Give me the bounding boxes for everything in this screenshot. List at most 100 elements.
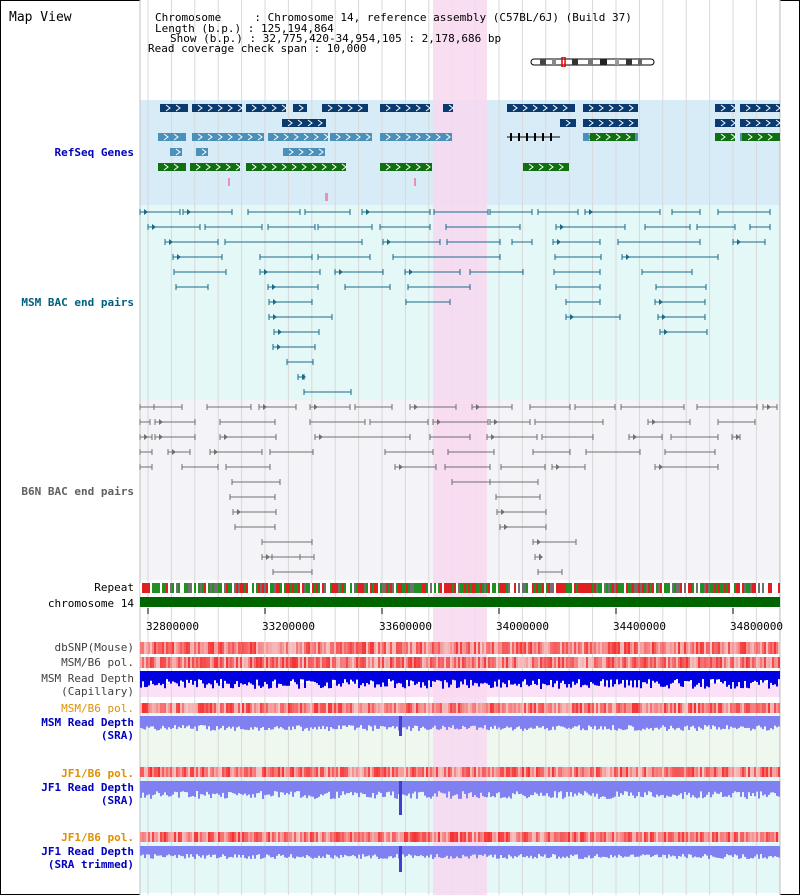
track-label-msm-b6-pol[interactable]: MSM/B6 pol. bbox=[61, 656, 134, 669]
depth-bar bbox=[710, 716, 712, 730]
heat-cell bbox=[238, 703, 240, 713]
depth-bar bbox=[770, 716, 772, 729]
depth-bar bbox=[650, 781, 652, 793]
heat-cell bbox=[590, 703, 592, 713]
heat-cell bbox=[598, 657, 600, 668]
heat-cell bbox=[744, 703, 746, 713]
heat-cell bbox=[570, 703, 572, 713]
depth-bar bbox=[298, 781, 300, 792]
depth-bar bbox=[376, 671, 378, 685]
depth-bar bbox=[578, 671, 580, 680]
depth-bar bbox=[304, 846, 306, 858]
depth-bar bbox=[416, 846, 418, 857]
depth-bar bbox=[610, 716, 612, 731]
heat-cell bbox=[462, 767, 464, 777]
depth-bar bbox=[430, 671, 432, 687]
track-label-msm-depth-capillary[interactable]: MSM Read Depth (Capillary) bbox=[0, 672, 134, 698]
depth-bar bbox=[736, 716, 738, 730]
heat-cell bbox=[684, 657, 686, 668]
depth-bar bbox=[360, 671, 362, 686]
depth-bar bbox=[568, 781, 570, 797]
heat-cell bbox=[502, 832, 504, 842]
heat-cell bbox=[600, 767, 602, 777]
heat-cell bbox=[282, 832, 284, 842]
heat-cell bbox=[200, 642, 202, 654]
repeat-mark bbox=[668, 583, 670, 593]
gene-feature bbox=[192, 104, 242, 112]
heat-cell bbox=[588, 642, 590, 654]
track-label-jf1-b6-pol[interactable]: JF1/B6 pol. bbox=[61, 767, 134, 780]
heat-cell bbox=[360, 767, 362, 777]
repeat-mark bbox=[250, 583, 252, 593]
chromosome-ideogram[interactable] bbox=[530, 52, 655, 68]
depth-bar bbox=[224, 781, 226, 799]
depth-bar bbox=[188, 716, 190, 726]
depth-bar bbox=[436, 846, 438, 855]
gene-strand-mark bbox=[341, 163, 347, 171]
heat-cell bbox=[520, 767, 522, 777]
heat-cell bbox=[628, 657, 630, 668]
heat-cell bbox=[534, 657, 536, 668]
depth-bar bbox=[706, 781, 708, 795]
repeat-mark bbox=[384, 583, 386, 593]
heat-cell bbox=[350, 832, 352, 842]
depth-bar bbox=[424, 781, 426, 796]
depth-bar bbox=[480, 781, 482, 793]
heat-cell bbox=[514, 703, 516, 713]
track-label-dbsnp[interactable]: dbSNP(Mouse) bbox=[54, 641, 134, 654]
track-label-jf1-depth-sra[interactable]: JF1 Read Depth (SRA) bbox=[0, 781, 134, 807]
depth-bar bbox=[162, 846, 164, 858]
track-label-jf1-b6-pol-trimmed[interactable]: JF1/B6 pol. bbox=[61, 831, 134, 844]
bac-pair-arrow bbox=[172, 449, 176, 455]
track-label-b6n-bac[interactable]: B6N BAC end pairs bbox=[21, 485, 134, 498]
heat-cell bbox=[454, 642, 456, 654]
heat-cell bbox=[426, 703, 428, 713]
gene-marker bbox=[325, 193, 328, 201]
repeat-mark bbox=[288, 583, 290, 593]
depth-bar bbox=[504, 671, 506, 684]
depth-bar bbox=[624, 716, 626, 730]
track-label-jf1-depth-trimmed[interactable]: JF1 Read Depth (SRA trimmed) bbox=[0, 845, 134, 871]
depth-bar bbox=[358, 671, 360, 689]
depth-bar bbox=[728, 781, 730, 796]
heat-cell bbox=[606, 642, 608, 654]
heat-cell bbox=[256, 657, 258, 668]
depth-bar bbox=[184, 716, 186, 729]
depth-bar bbox=[196, 671, 198, 688]
heat-cell bbox=[394, 767, 396, 777]
depth-bar bbox=[644, 781, 646, 793]
depth-bar bbox=[182, 671, 184, 682]
heat-cell bbox=[394, 832, 396, 842]
heat-cell bbox=[748, 767, 750, 777]
depth-bar bbox=[380, 716, 382, 726]
repeat-mark bbox=[694, 583, 696, 593]
heat-cell bbox=[296, 657, 298, 668]
heat-cell bbox=[154, 657, 156, 668]
track-label-refseq[interactable]: RefSeq Genes bbox=[54, 146, 134, 159]
depth-bar bbox=[322, 671, 324, 688]
heat-cell bbox=[752, 642, 754, 654]
depth-bar bbox=[640, 716, 642, 731]
repeat-mark bbox=[576, 583, 578, 593]
track-label-msm-b6-pol-sra[interactable]: MSM/B6 pol. bbox=[61, 702, 134, 715]
heat-cell bbox=[292, 642, 294, 654]
gene-strand-mark bbox=[345, 133, 351, 141]
track-label-msm-bac[interactable]: MSM BAC end pairs bbox=[21, 296, 134, 309]
heat-cell bbox=[208, 703, 210, 713]
depth-bar bbox=[366, 846, 368, 857]
bac-pair-arrow bbox=[633, 434, 637, 440]
repeat-mark bbox=[176, 583, 178, 593]
heat-cell bbox=[228, 767, 230, 777]
depth-bar bbox=[634, 671, 636, 681]
heat-cell bbox=[534, 703, 536, 713]
heat-cell bbox=[338, 703, 340, 713]
track-label-msm-depth-sra[interactable]: MSM Read Depth (SRA) bbox=[0, 716, 134, 742]
heat-cell bbox=[236, 767, 238, 777]
heat-cell bbox=[472, 767, 474, 777]
repeat-mark bbox=[612, 583, 614, 593]
heat-cell bbox=[642, 832, 644, 842]
depth-bar bbox=[550, 846, 552, 858]
depth-bar bbox=[652, 781, 654, 797]
heat-cell bbox=[610, 767, 612, 777]
